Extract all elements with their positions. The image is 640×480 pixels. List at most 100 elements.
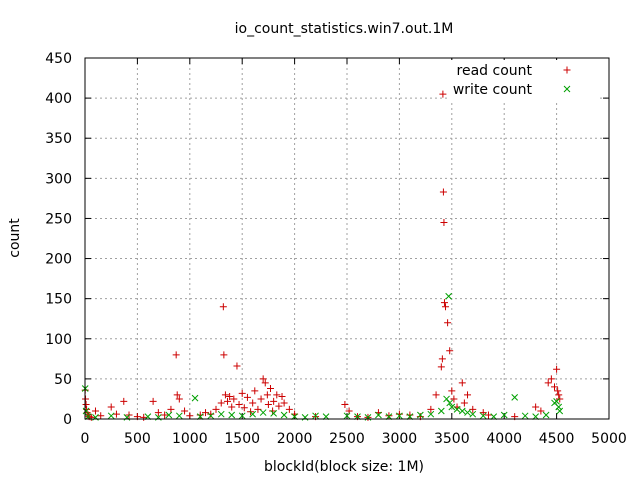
read-count-point [437,363,445,371]
plot-frame [84,57,610,420]
write-count-point [107,412,115,420]
read-count-point [450,395,458,403]
write-count-point [312,412,319,420]
read-count-point [266,385,274,393]
read-count-point [249,399,257,407]
y-tick-label: 200 [45,252,72,268]
read-count-point [285,405,293,413]
read-count-point [556,395,564,403]
y-tick-label: 450 [45,51,72,67]
read-count-point [280,399,288,407]
write-count-point [375,411,382,419]
write-count-point [469,410,477,418]
read-count-point [446,347,454,355]
y-tick-label: 400 [45,91,72,107]
read-count-point [91,407,99,415]
write-count-point [396,412,403,420]
write-count-point [556,407,564,415]
y-tick-label: 350 [45,131,72,147]
read-count-point [406,411,414,419]
read-count-point [460,399,468,407]
write-count-point [238,412,246,420]
write-count-point [175,412,183,420]
y-tick-label: 0 [63,412,72,428]
write-count-point [82,407,90,415]
read-count-point [438,355,446,363]
read-count-point [264,401,272,409]
read-count-point [220,351,228,359]
read-count-point [269,407,277,415]
read-count-point [240,404,248,412]
y-tick-label: 300 [45,171,72,187]
read-count-point [221,391,229,399]
write-count-point [453,406,461,413]
write-count-point [228,411,236,419]
read-count-point [257,395,265,403]
read-count-point [442,303,450,311]
read-count-point [448,387,456,395]
read-count-point [254,405,262,413]
read-count-point [149,397,157,405]
write-count-point [280,411,288,419]
read-count-point [112,410,120,418]
read-count-point [228,403,236,411]
write-count-point [427,410,435,418]
read-count-point [427,405,435,413]
legend-marker-read-count [563,66,571,74]
read-count-point [479,409,487,417]
data-points [81,90,564,421]
x-tick-label: 500 [124,431,151,447]
write-count-point [555,403,563,411]
x-tick-label: 5000 [591,431,627,447]
write-count-point [458,407,466,415]
read-count-point [251,387,259,395]
read-count-point [432,391,440,399]
read-count-point [439,188,447,196]
x-tick-label: 0 [81,431,90,447]
read-count-point [341,401,349,409]
read-count-point [263,391,271,399]
chart-title: io_count_statistics.win7.out.1M [235,21,454,37]
write-count-point [191,394,199,402]
read-count-point [275,402,283,410]
write-count-point [207,412,215,420]
read-count-point [270,397,278,405]
read-count-point [224,397,232,405]
write-count-point [270,410,277,417]
read-count-point [259,375,267,383]
read-count-point [173,391,181,399]
read-count-point [440,218,448,226]
x-tick-label: 4000 [486,431,522,447]
x-axis-label: blockId(block size: 1M) [264,459,424,475]
read-count-point [82,395,90,403]
read-count-point [233,362,241,370]
read-count-point [440,299,448,307]
legend-label-read-count: read count [457,63,533,79]
read-count-point [175,395,183,403]
x-tick-label: 3500 [434,431,470,447]
read-count-point [140,413,148,421]
read-count-point [207,410,215,418]
write-count-point [217,410,225,418]
read-count-point [238,389,246,397]
write-count-point [249,410,257,418]
write-count-point [445,292,453,300]
read-count-point [484,411,492,419]
read-count-point [226,393,234,401]
read-count-point [161,411,169,419]
read-count-point [395,410,403,418]
write-count-point [553,397,560,405]
read-count-point [167,405,175,413]
legend-label-write-count: write count [453,82,533,98]
read-count-point [458,379,466,387]
read-count-point [202,409,210,417]
write-count-point [446,399,454,407]
read-count-point [107,403,115,411]
read-count-point [439,90,447,98]
read-count-point [219,303,227,311]
write-count-point [259,409,267,416]
read-count-point [273,391,281,399]
read-count-point [243,393,251,401]
write-count-point [165,411,173,419]
x-tick-label: 1500 [224,431,260,447]
